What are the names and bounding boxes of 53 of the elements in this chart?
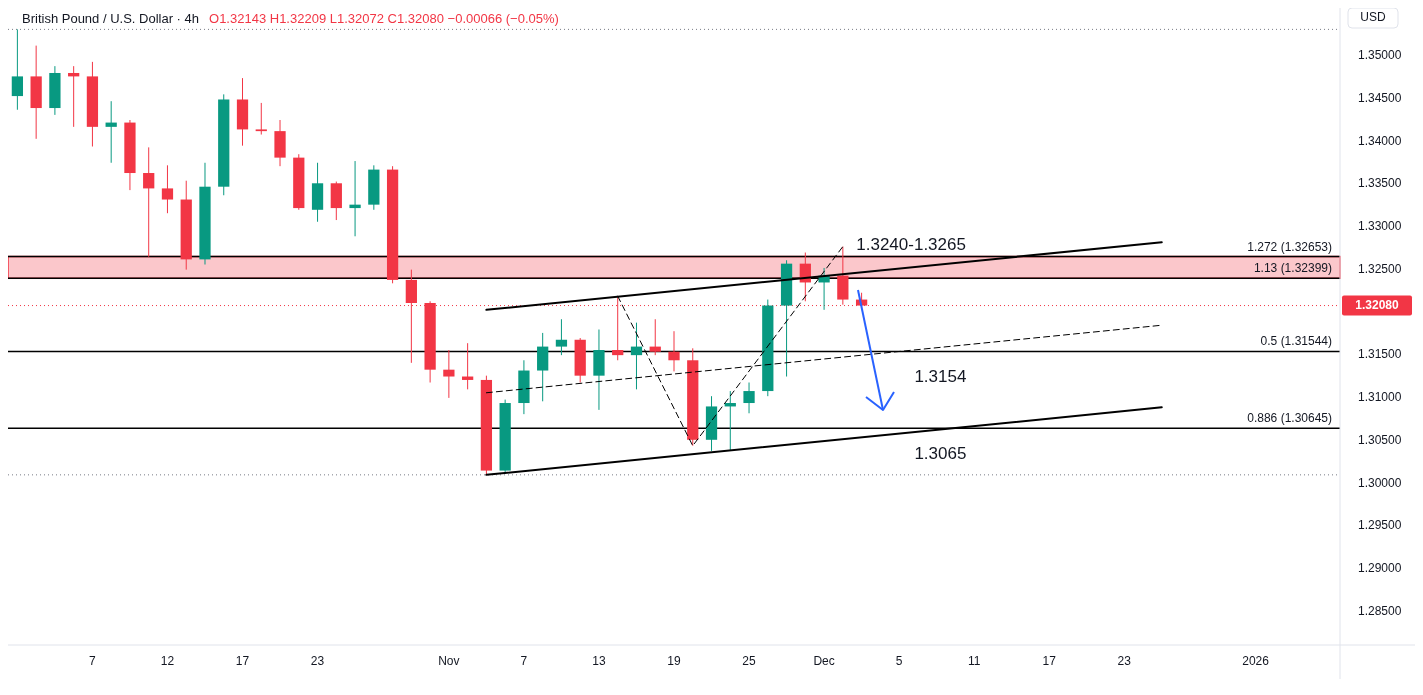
candlestick — [555, 318, 568, 356]
x-tick-label: 19 — [667, 654, 681, 668]
x-tick-label: 23 — [1117, 654, 1132, 668]
y-tick-label: 1.35000 — [1358, 48, 1402, 63]
x-tick-label: 17 — [235, 654, 250, 668]
ref-line-label: 1.272 (1.32653) — [1247, 239, 1332, 254]
x-tick-label: 7 — [89, 654, 97, 668]
x-tick-label: 23 — [310, 654, 325, 668]
candlestick — [537, 332, 549, 402]
y-tick-label: 1.31000 — [1358, 390, 1402, 405]
y-tick-label: 1.32500 — [1358, 261, 1402, 276]
x-tick-label: 5 — [895, 654, 903, 668]
ref-line-label: 0.886 (1.30645) — [1247, 411, 1332, 426]
candlestick — [143, 146, 155, 258]
x-tick-label: 12 — [160, 654, 175, 668]
band-label: 1.3240-1.3265 — [856, 234, 966, 254]
x-tick-label: 2026 — [1242, 654, 1270, 668]
x-tick-label: 13 — [592, 654, 606, 668]
y-tick-label: 1.34000 — [1358, 133, 1402, 148]
y-tick-label: 1.34500 — [1358, 90, 1402, 105]
ref-line-label: 1.32080 — [1355, 297, 1400, 312]
candlestick — [11, 28, 24, 111]
x-tick-label: Dec — [813, 654, 835, 668]
x-tick-label: 7 — [520, 654, 528, 668]
x-tick-label: 25 — [742, 654, 757, 668]
x-tick-label: Nov — [438, 654, 460, 668]
y-tick-label: 1.33000 — [1358, 219, 1402, 234]
candlestick — [255, 102, 267, 136]
chart-subtitle: O1.32143 H1.32209 L1.32072 C1.32080 −0.00066 (−0.05%) — [209, 11, 559, 27]
candlestick — [668, 330, 680, 372]
y-axis-title: USD — [1360, 10, 1386, 25]
y-tick-label: 1.29500 — [1358, 518, 1402, 533]
ref-line-label: 1.13 (1.32399) — [1253, 261, 1332, 276]
candlestick — [161, 164, 174, 214]
chart-title: British Pound / U.S. Dollar · 4h — [22, 11, 200, 27]
y-tick-label: 1.29000 — [1358, 561, 1402, 576]
y-tick-label: 1.30000 — [1358, 475, 1402, 490]
x-tick-label: 17 — [1042, 654, 1057, 668]
candlestick — [743, 382, 755, 414]
y-tick-label: 1.28500 — [1358, 603, 1402, 618]
candlestick — [443, 349, 455, 399]
candlestick — [105, 100, 117, 164]
y-tick-label: 1.30500 — [1358, 432, 1402, 447]
annotation: 1.3154 — [914, 367, 967, 387]
candlestick — [630, 322, 643, 390]
ref-line-label: 0.5 (1.31544) — [1260, 334, 1332, 349]
candlestick — [837, 246, 849, 306]
x-tick-label: 11 — [967, 654, 981, 668]
candlestick — [649, 318, 661, 356]
y-tick-label: 1.33500 — [1358, 176, 1402, 191]
y-tick-label: 1.31500 — [1358, 347, 1402, 362]
annotation: 1.3065 — [914, 444, 967, 464]
candlestick — [349, 160, 361, 237]
